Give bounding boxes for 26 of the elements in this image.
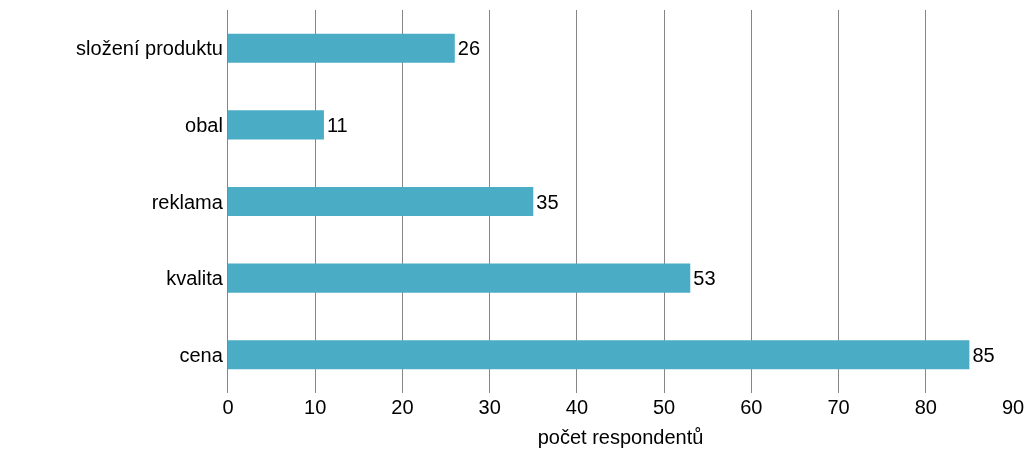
y-tick-label: obal xyxy=(185,113,223,136)
bar xyxy=(228,33,455,63)
bar xyxy=(228,110,324,140)
x-tick-label: 50 xyxy=(652,396,676,418)
x-tick-label: 0 xyxy=(222,396,234,418)
x-tick-label: 80 xyxy=(914,396,937,418)
data-label: 26 xyxy=(457,37,481,60)
x-tick-label: 30 xyxy=(478,396,501,418)
x-tick-label: 70 xyxy=(827,396,850,418)
x-axis-title: počet respondentů xyxy=(537,425,704,448)
x-tick-label: 10 xyxy=(304,396,327,418)
y-tick-label: cena xyxy=(179,343,224,366)
data-label: 35 xyxy=(536,190,559,213)
x-tick-label: 60 xyxy=(740,396,763,418)
x-tick-label: 20 xyxy=(391,396,414,418)
bar xyxy=(228,186,534,217)
data-label: 85 xyxy=(972,343,995,366)
data-label: 11 xyxy=(326,113,348,136)
y-tick-label: reklama xyxy=(151,190,224,213)
bar xyxy=(228,340,970,370)
data-label: 53 xyxy=(693,267,716,290)
x-tick-label: 40 xyxy=(565,396,589,418)
bar xyxy=(228,263,691,293)
y-tick-label: složení produktu xyxy=(76,37,223,60)
y-tick-label: kvalita xyxy=(166,267,224,290)
x-tick-label: 90 xyxy=(1001,396,1025,418)
